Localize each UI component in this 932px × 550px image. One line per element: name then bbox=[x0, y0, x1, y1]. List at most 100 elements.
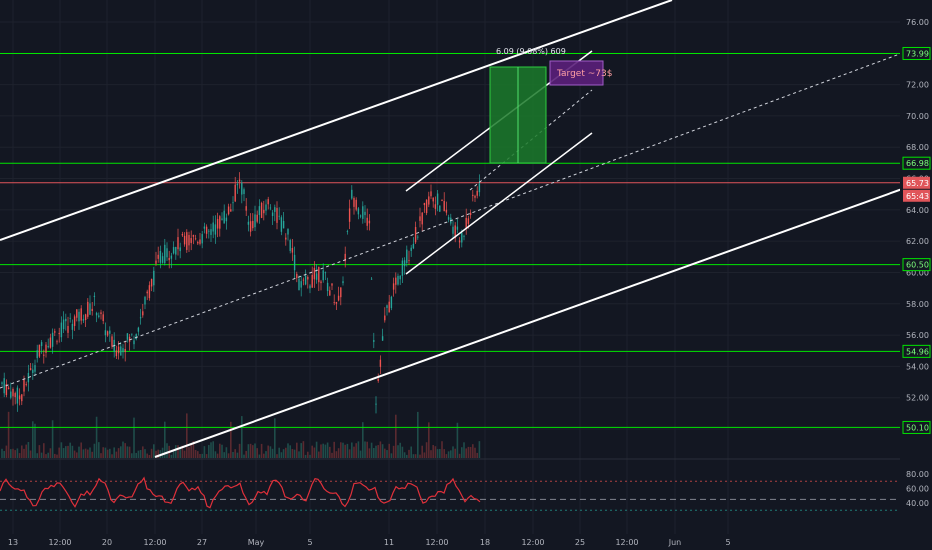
volume-bar bbox=[238, 443, 241, 458]
middle-dashed-line[interactable] bbox=[0, 51, 906, 389]
volume-bar bbox=[111, 454, 113, 458]
volume-bar bbox=[65, 446, 67, 458]
candle-body bbox=[423, 202, 426, 206]
volume-bar bbox=[139, 449, 142, 458]
volume-bar bbox=[298, 451, 300, 458]
volume-bar bbox=[414, 454, 417, 458]
volume-bar bbox=[373, 448, 375, 458]
upper-channel-line[interactable] bbox=[0, 0, 673, 241]
volume-bar bbox=[388, 443, 390, 458]
volume-bar bbox=[467, 446, 470, 458]
candle-body bbox=[271, 212, 274, 217]
volume-bar bbox=[436, 449, 439, 458]
time-tick-label: 12:00 bbox=[48, 538, 71, 547]
candle-body bbox=[276, 207, 278, 223]
candle-body bbox=[102, 314, 104, 321]
volume-bar bbox=[452, 446, 454, 458]
candle-body bbox=[14, 393, 16, 398]
candle-body bbox=[210, 229, 212, 235]
volume-bar bbox=[232, 451, 234, 458]
candle-body bbox=[117, 346, 120, 354]
candle-body bbox=[69, 317, 71, 319]
volume-bar bbox=[157, 449, 159, 458]
candle-body bbox=[452, 226, 454, 234]
candle-body bbox=[40, 342, 43, 347]
candle-body bbox=[214, 224, 217, 235]
volume-bar bbox=[353, 446, 355, 458]
volume-bar bbox=[368, 448, 371, 458]
volume-bar bbox=[302, 441, 305, 458]
candle-body bbox=[406, 249, 408, 264]
candle-body bbox=[410, 247, 412, 251]
volume-bar bbox=[329, 446, 331, 458]
volume-bar bbox=[34, 423, 36, 458]
volume-bar bbox=[98, 442, 100, 458]
trendline-drawings[interactable] bbox=[0, 0, 906, 458]
candle-body bbox=[247, 221, 250, 225]
volume-bar bbox=[102, 447, 104, 458]
candle-body bbox=[139, 317, 142, 319]
candle-body bbox=[18, 395, 21, 400]
volume-bar bbox=[109, 448, 111, 458]
candle-body bbox=[67, 326, 69, 333]
candle-body bbox=[287, 228, 289, 235]
price-tick-label: 58.00 bbox=[906, 300, 929, 309]
volume-bar bbox=[399, 442, 401, 458]
volume-bar bbox=[381, 444, 384, 458]
osc-tick-label: 40.00 bbox=[906, 499, 929, 508]
volume-bar bbox=[285, 447, 287, 458]
candle-body bbox=[197, 241, 199, 244]
volume-bar bbox=[47, 452, 49, 458]
volume-bar bbox=[133, 417, 135, 458]
candle-body bbox=[1, 382, 3, 384]
candle-body bbox=[38, 344, 41, 357]
volume-bar bbox=[472, 444, 474, 458]
candle-body bbox=[87, 301, 89, 317]
volume-bar bbox=[252, 445, 254, 458]
horizontal-levels[interactable] bbox=[0, 52, 900, 428]
time-axis[interactable]: 13 12:00 20 12:00 27 May 5 11 12:00 18 12:00 25 12:0… bbox=[8, 538, 731, 547]
candle-body bbox=[381, 336, 384, 341]
candle-body bbox=[392, 283, 395, 290]
volume-bar bbox=[76, 452, 78, 458]
candle-body bbox=[401, 260, 404, 276]
volume-bar bbox=[263, 453, 265, 458]
candle-body bbox=[78, 311, 80, 322]
volume-bar bbox=[71, 445, 74, 458]
candle-body bbox=[425, 199, 428, 214]
candle-body bbox=[186, 232, 188, 250]
volume-bar bbox=[131, 453, 133, 458]
volume-bar bbox=[197, 451, 199, 458]
volume-bar bbox=[445, 454, 448, 458]
candle-body bbox=[172, 247, 175, 254]
candle-body bbox=[461, 232, 463, 243]
candle-body bbox=[179, 247, 181, 252]
candle-body bbox=[192, 235, 195, 237]
candle-body bbox=[318, 266, 320, 283]
price-range-projection[interactable]: 6.09 (9.08%) 609 Target ~73$ bbox=[489, 47, 612, 164]
candle-body bbox=[137, 327, 140, 332]
volume-bar bbox=[241, 416, 243, 458]
level-tag-label: 50.10 bbox=[906, 423, 929, 432]
volume-bar bbox=[29, 450, 32, 458]
time-tick-label: 18 bbox=[480, 538, 490, 547]
volume-bar bbox=[412, 454, 415, 458]
candle-body bbox=[331, 283, 333, 286]
candle-body bbox=[43, 354, 45, 356]
short-channel-bottom[interactable] bbox=[405, 132, 593, 275]
volume-bars bbox=[1, 411, 481, 458]
volume-bar bbox=[331, 452, 333, 458]
lower-channel-line[interactable] bbox=[154, 187, 906, 458]
volume-bar bbox=[214, 451, 217, 458]
candle-body bbox=[49, 337, 52, 348]
target-box[interactable] bbox=[549, 60, 604, 86]
volume-bar bbox=[225, 447, 228, 458]
candle-body bbox=[403, 260, 406, 267]
candle-body bbox=[159, 250, 162, 263]
candle-body bbox=[278, 215, 280, 217]
candle-body bbox=[373, 340, 375, 342]
volume-bar bbox=[179, 446, 181, 458]
volume-bar bbox=[447, 451, 450, 458]
